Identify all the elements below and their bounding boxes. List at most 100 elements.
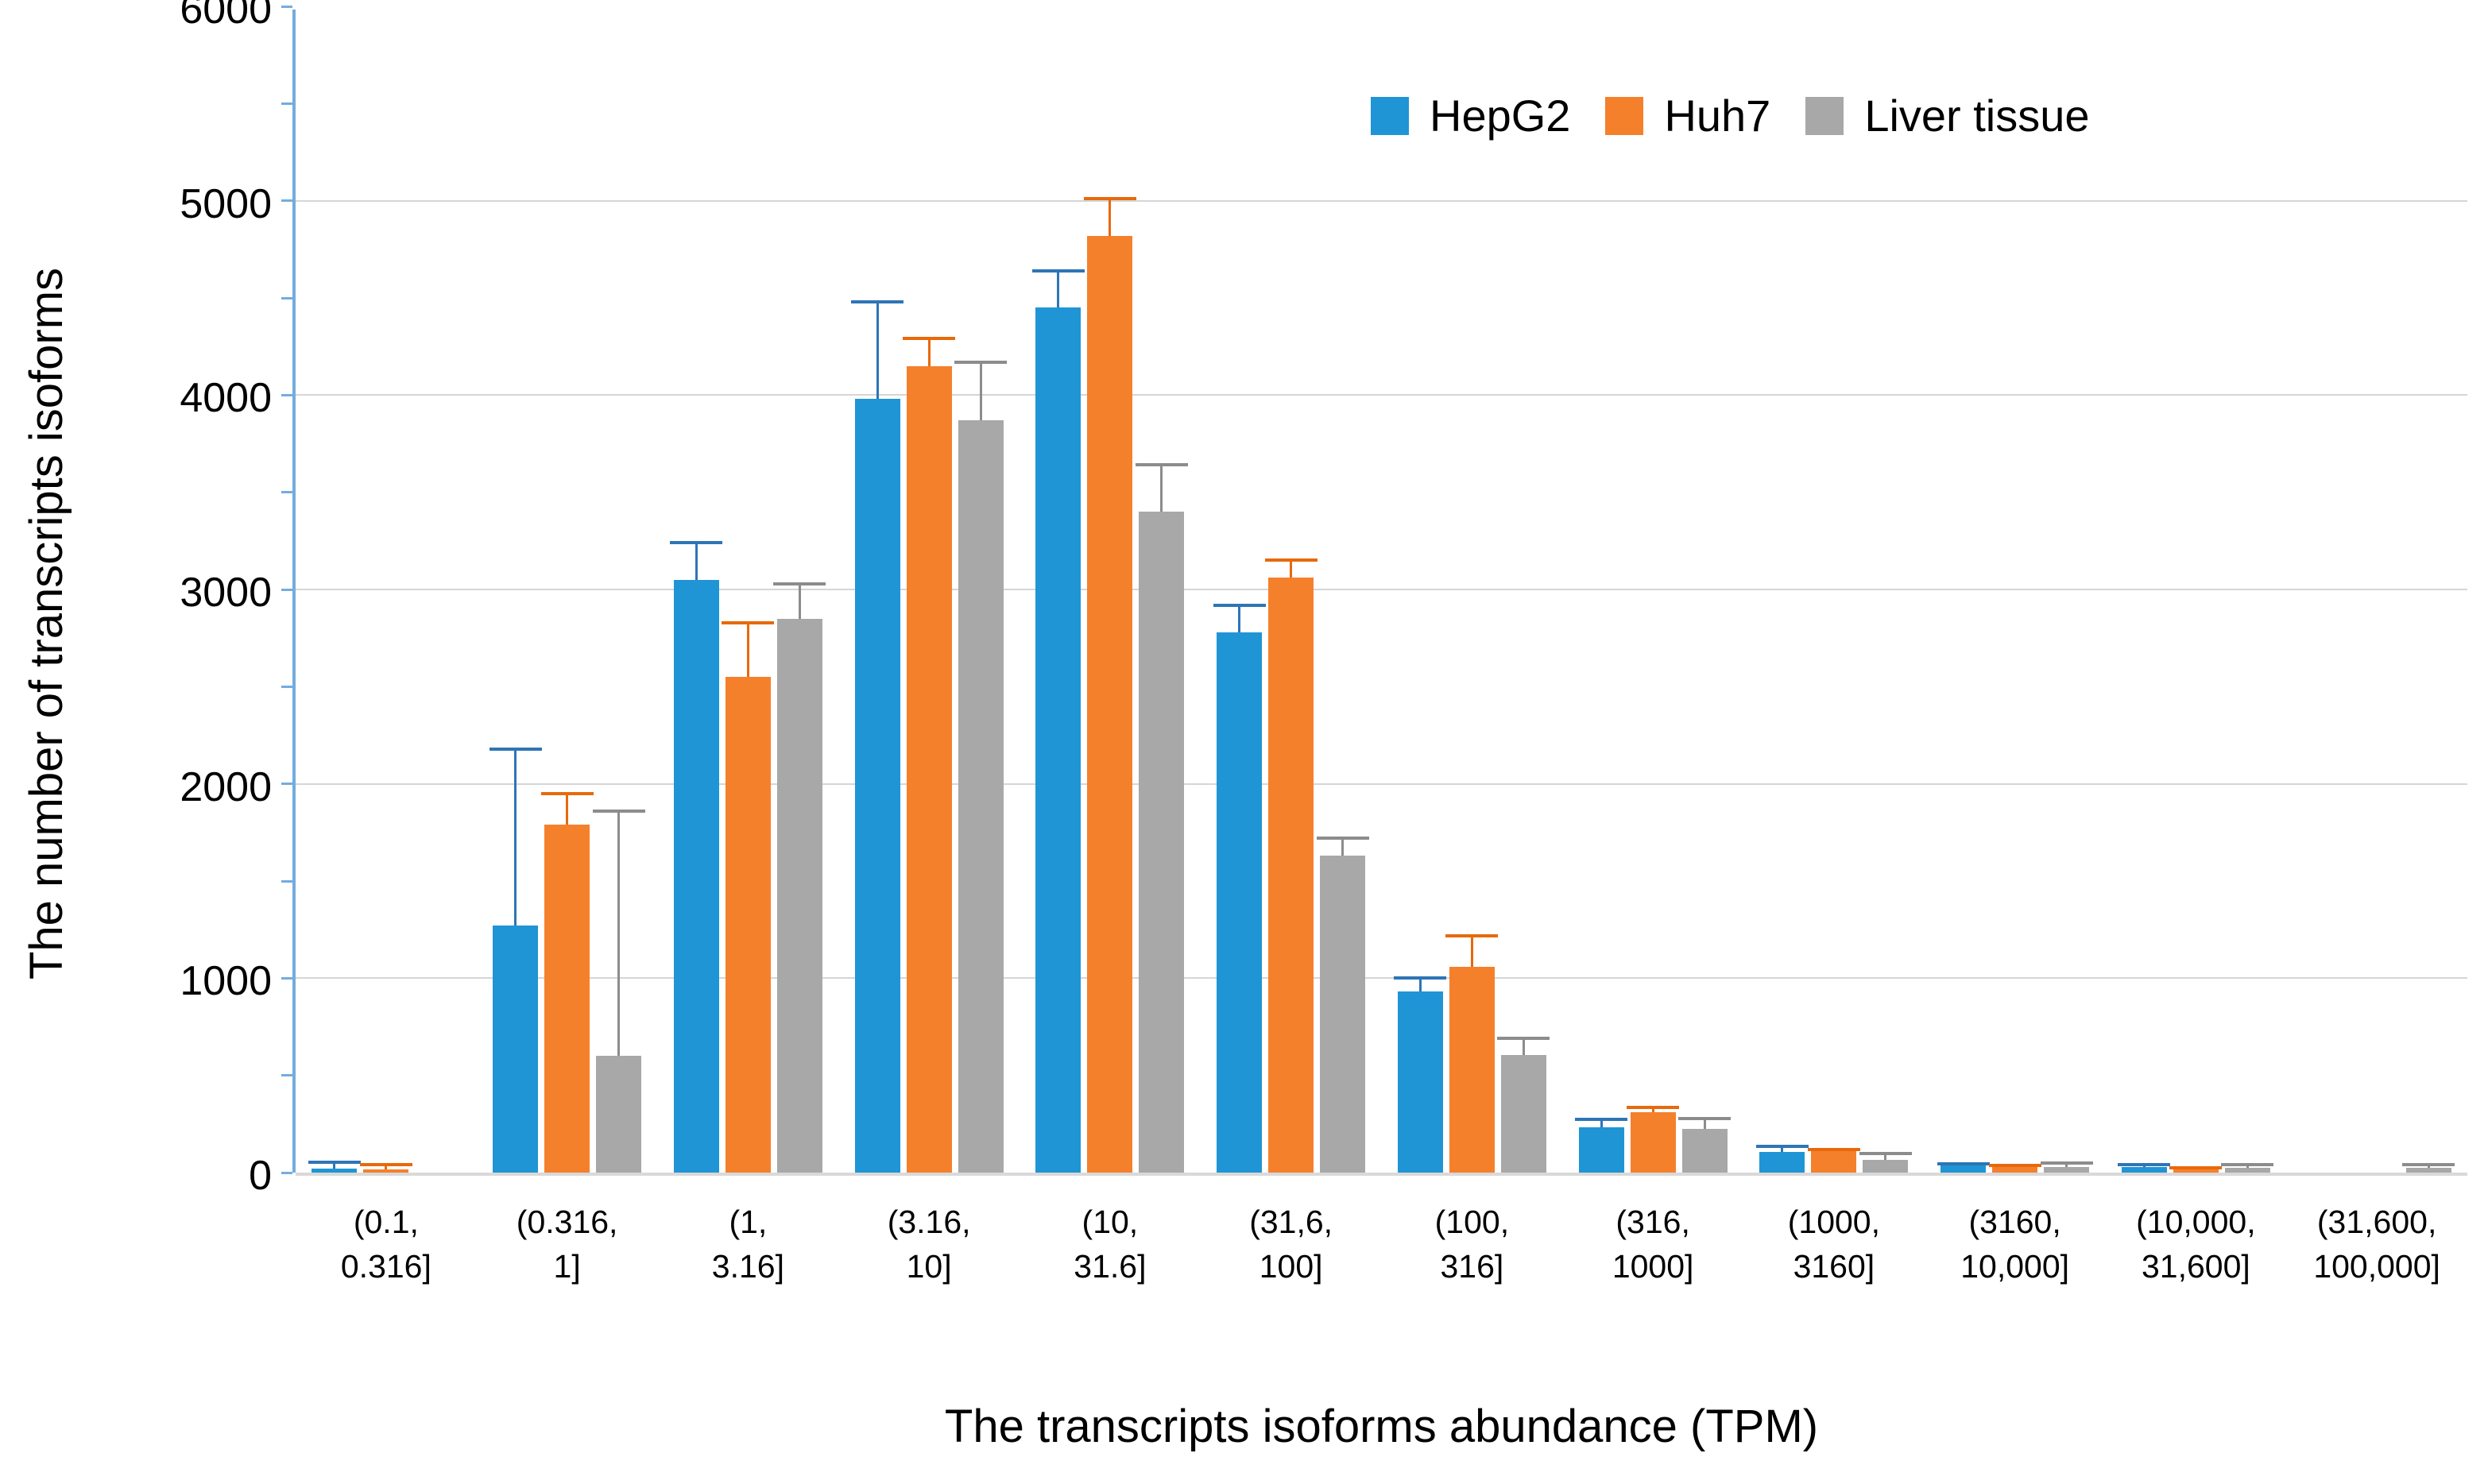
error-bar-hepg2-1 <box>514 748 517 926</box>
error-bar-hepg2-6 <box>1418 978 1422 992</box>
bar-hepg2-1 <box>493 926 539 1173</box>
error-bar-liver-tissue-8 <box>1884 1153 1887 1161</box>
error-bar-hepg2-2 <box>695 543 698 580</box>
legend-item-liver: Liver tissue <box>1805 91 2090 141</box>
error-bar-huh7-7 <box>1651 1107 1654 1113</box>
y-tick-1000 <box>281 976 292 980</box>
y-tick-4000 <box>281 393 292 396</box>
error-cap-hepg2-0 <box>308 1160 361 1164</box>
error-bar-liver-tissue-3 <box>979 361 982 421</box>
legend-label-huh7: Huh7 <box>1664 91 1771 141</box>
y-tick-2500 <box>281 685 292 688</box>
gridline-5000 <box>296 199 2467 202</box>
y-tick-label-6000: 6000 <box>180 0 272 33</box>
legend: HepG2 Huh7 Liver tissue <box>1371 94 2090 138</box>
error-bar-huh7-5 <box>1290 560 1293 578</box>
error-bar-huh7-1 <box>566 793 569 825</box>
bar-liver-tissue-1 <box>596 1056 642 1173</box>
bar-huh7-9 <box>1992 1166 2038 1173</box>
error-cap-huh7-10 <box>2169 1165 2223 1169</box>
x-category-label-11: (31,600, 100,000] <box>2313 1204 2440 1285</box>
y-tick-label-0: 0 <box>249 1153 272 1199</box>
plot-area <box>281 5 2467 1176</box>
y-axis-line <box>292 10 296 1173</box>
bar-liver-tissue-10 <box>2224 1167 2270 1173</box>
bar-liver-tissue-6 <box>1500 1054 1546 1173</box>
error-cap-liver-tissue-10 <box>2221 1163 2274 1167</box>
error-bar-liver-tissue-1 <box>617 810 621 1057</box>
error-cap-huh7-8 <box>1807 1147 1860 1151</box>
bar-huh7-1 <box>544 825 590 1173</box>
error-cap-hepg2-9 <box>1937 1162 1990 1165</box>
error-cap-hepg2-4 <box>1031 269 1085 272</box>
gridline-4000 <box>296 394 2467 396</box>
error-cap-liver-tissue-9 <box>2040 1161 2093 1165</box>
bar-liver-tissue-4 <box>1139 512 1185 1173</box>
error-cap-hepg2-3 <box>851 300 904 303</box>
error-bar-hepg2-5 <box>1238 605 1241 632</box>
bar-hepg2-7 <box>1578 1127 1624 1173</box>
error-cap-liver-tissue-4 <box>1135 463 1188 467</box>
x-category-label-0: (0.1, 0.316] <box>340 1204 431 1285</box>
error-cap-hepg2-7 <box>1575 1117 1628 1121</box>
x-category-label-9: (3160, 10,000] <box>1960 1204 2070 1285</box>
bar-hepg2-5 <box>1217 632 1263 1173</box>
error-cap-hepg2-5 <box>1213 603 1266 607</box>
bar-liver-tissue-9 <box>2044 1166 2090 1173</box>
bar-liver-tissue-3 <box>958 420 1004 1173</box>
y-tick-6000 <box>281 5 292 8</box>
error-bar-huh7-0 <box>385 1165 388 1170</box>
error-cap-liver-tissue-2 <box>773 582 826 585</box>
x-category-label-4: (10, 31.6] <box>1074 1204 1147 1285</box>
error-cap-liver-tissue-7 <box>1678 1116 1732 1120</box>
bar-liver-tissue-5 <box>1320 856 1366 1173</box>
y-tick-1500 <box>281 879 292 883</box>
error-cap-huh7-5 <box>1264 558 1318 562</box>
y-tick-5000 <box>281 199 292 203</box>
bar-huh7-6 <box>1449 966 1495 1173</box>
y-tick-500 <box>281 1074 292 1077</box>
y-tick-label-2000: 2000 <box>180 763 272 810</box>
y-tick-3500 <box>281 491 292 494</box>
error-bar-liver-tissue-7 <box>1703 1118 1706 1129</box>
x-axis-title: The transcripts isoforms abundance (TPM) <box>944 1401 1819 1452</box>
legend-label-hepg2: HepG2 <box>1430 91 1571 141</box>
bar-hepg2-2 <box>673 579 719 1173</box>
y-tick-5500 <box>281 102 292 105</box>
gridline-2000 <box>296 783 2467 785</box>
legend-item-huh7: Huh7 <box>1605 94 1770 138</box>
error-bar-hepg2-0 <box>333 1161 336 1169</box>
legend-label-liver: Liver tissue <box>1864 91 2090 141</box>
hepg2-swatch-icon <box>1371 97 1409 135</box>
bar-hepg2-3 <box>854 399 900 1173</box>
bar-hepg2-0 <box>311 1169 358 1173</box>
error-cap-hepg2-10 <box>2118 1163 2171 1167</box>
bar-huh7-7 <box>1630 1112 1676 1173</box>
error-cap-liver-tissue-5 <box>1316 837 1369 841</box>
error-bar-huh7-2 <box>746 622 749 678</box>
bar-huh7-10 <box>2173 1169 2219 1173</box>
error-bar-hepg2-3 <box>876 301 879 400</box>
bar-huh7-2 <box>725 677 771 1173</box>
error-bar-liver-tissue-6 <box>1522 1038 1525 1055</box>
error-cap-huh7-4 <box>1083 197 1136 201</box>
y-tick-0 <box>281 1171 292 1174</box>
bar-huh7-0 <box>363 1169 409 1173</box>
error-cap-hepg2-2 <box>670 541 723 545</box>
x-category-label-2: (1, 3.16] <box>711 1204 784 1285</box>
error-bar-liver-tissue-9 <box>2065 1162 2068 1167</box>
error-bar-huh7-3 <box>927 338 931 366</box>
x-category-label-1: (0.316, 1] <box>516 1204 618 1285</box>
error-bar-huh7-4 <box>1109 199 1112 236</box>
bar-huh7-5 <box>1268 578 1314 1173</box>
y-tick-3000 <box>281 588 292 591</box>
error-cap-liver-tissue-6 <box>1497 1037 1550 1041</box>
x-category-label-7: (316, 1000] <box>1612 1204 1694 1285</box>
y-tick-label-1000: 1000 <box>180 958 272 1005</box>
error-bar-hepg2-7 <box>1600 1119 1603 1127</box>
bar-liver-tissue-7 <box>1681 1128 1728 1173</box>
x-category-label-6: (100, 316] <box>1434 1204 1510 1285</box>
bar-huh7-8 <box>1811 1151 1857 1173</box>
error-bar-liver-tissue-2 <box>798 583 801 619</box>
